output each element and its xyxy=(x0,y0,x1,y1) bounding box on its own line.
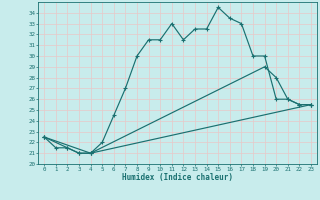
X-axis label: Humidex (Indice chaleur): Humidex (Indice chaleur) xyxy=(122,173,233,182)
